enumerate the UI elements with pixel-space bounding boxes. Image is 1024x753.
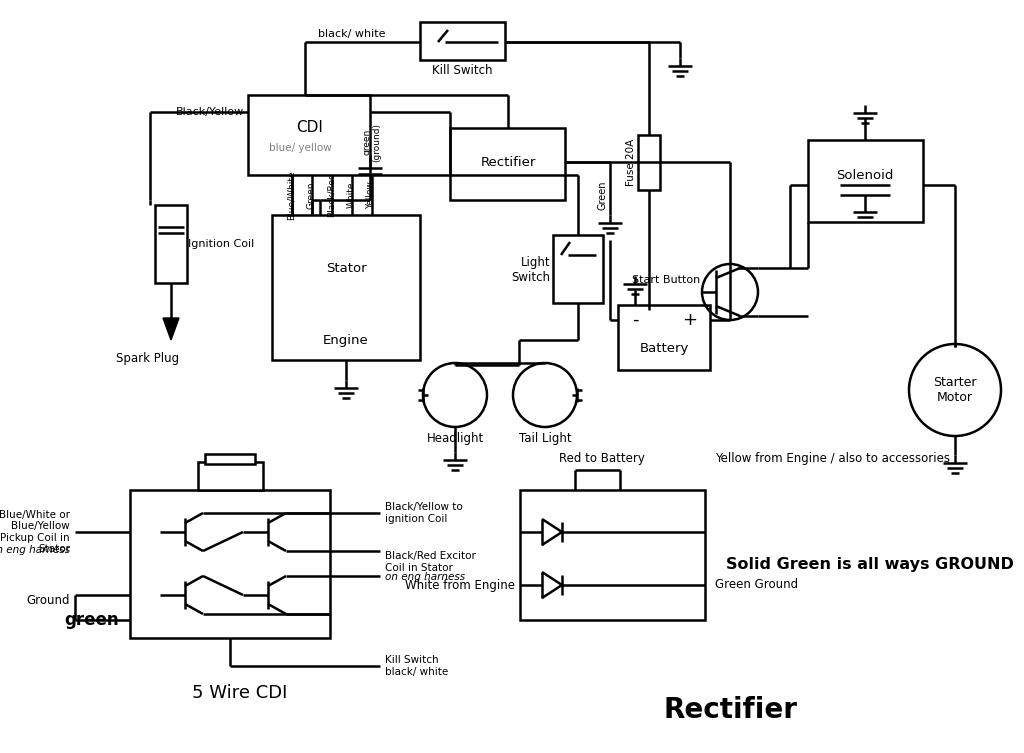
Text: White: White: [346, 181, 355, 209]
Text: CDI: CDI: [297, 120, 324, 135]
Text: Black/Red Excitor
Coil in Stator: Black/Red Excitor Coil in Stator: [385, 551, 476, 573]
Bar: [618, 305, 710, 370]
Text: Green: Green: [597, 180, 607, 210]
Text: Blue/White: Blue/White: [287, 170, 296, 220]
Text: Red to Battery: Red to Battery: [559, 452, 645, 465]
Polygon shape: [163, 318, 179, 340]
Bar: [155, 205, 187, 283]
Text: Blue/White or
Blue/Yellow
Pickup Coil in
Stator: Blue/White or Blue/Yellow Pickup Coil in…: [0, 510, 70, 554]
Text: Yellow from Engine / also to accessories: Yellow from Engine / also to accessories: [715, 452, 950, 465]
Text: Rectifier: Rectifier: [480, 156, 536, 169]
Text: Battery: Battery: [639, 342, 689, 355]
Text: Black/Yellow: Black/Yellow: [176, 107, 244, 117]
Text: on eng harness: on eng harness: [385, 572, 465, 582]
Bar: [420, 22, 505, 60]
Text: Green Ground: Green Ground: [715, 578, 798, 592]
Text: Start Button: Start Button: [632, 275, 700, 285]
Bar: [553, 235, 603, 303]
Text: Kill Switch: Kill Switch: [432, 63, 493, 77]
Text: green
(ground): green (ground): [362, 123, 382, 161]
Text: Solid Green is all ways GROUND: Solid Green is all ways GROUND: [726, 557, 1014, 572]
Text: Rectifier: Rectifier: [663, 696, 797, 724]
Bar: [248, 95, 370, 175]
Text: Black/Red: Black/Red: [327, 172, 336, 218]
Text: Light
Switch: Light Switch: [511, 256, 550, 284]
Text: blue/ yellow: blue/ yellow: [268, 143, 332, 153]
Bar: [205, 454, 255, 464]
Text: +: +: [683, 311, 697, 329]
Text: Black/Yellow to
ignition Coil: Black/Yellow to ignition Coil: [385, 502, 463, 524]
Bar: [198, 462, 263, 490]
Text: Headlight: Headlight: [426, 431, 483, 444]
Text: Green: Green: [306, 181, 315, 209]
Text: Ground: Ground: [27, 593, 70, 606]
Text: White from Engine: White from Engine: [406, 578, 515, 592]
Bar: [272, 215, 420, 360]
Bar: [520, 490, 705, 620]
Text: green: green: [65, 611, 120, 629]
Text: Solenoid: Solenoid: [837, 169, 894, 181]
Bar: [638, 135, 660, 190]
Bar: [808, 140, 923, 222]
Text: Stator: Stator: [326, 261, 367, 275]
Text: black/ white: black/ white: [318, 29, 386, 39]
Text: Starter
Motor: Starter Motor: [933, 376, 977, 404]
Text: Spark Plug: Spark Plug: [117, 352, 179, 364]
Text: Ignition Coil: Ignition Coil: [188, 239, 254, 249]
Bar: [130, 490, 330, 638]
Text: Yellow: Yellow: [367, 181, 376, 209]
Text: -: -: [632, 311, 638, 329]
Text: Fuse 20A: Fuse 20A: [626, 139, 636, 186]
Text: 5 Wire CDI: 5 Wire CDI: [193, 684, 288, 702]
Bar: [450, 128, 565, 200]
Text: on eng harness: on eng harness: [0, 545, 70, 555]
Text: Kill Switch
black/ white: Kill Switch black/ white: [385, 655, 449, 677]
Text: Tail Light: Tail Light: [519, 431, 571, 444]
Text: Engine: Engine: [324, 334, 369, 346]
